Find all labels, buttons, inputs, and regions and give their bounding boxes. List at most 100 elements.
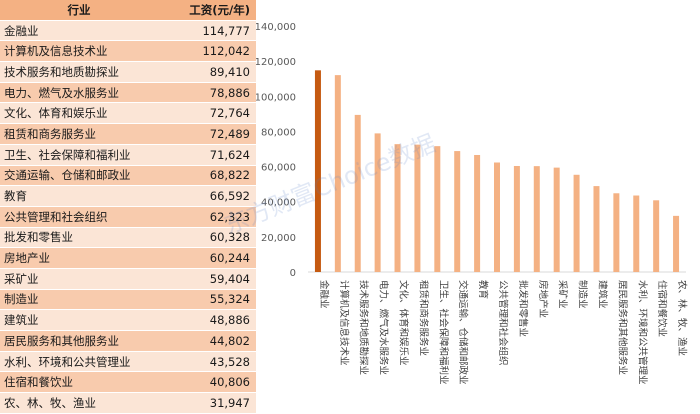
wage-cell: 78,886 bbox=[158, 82, 256, 104]
industry-cell: 计算机及信息技术业 bbox=[0, 40, 158, 63]
bar bbox=[553, 167, 560, 272]
wage-cell: 68,822 bbox=[158, 165, 256, 187]
bar bbox=[334, 75, 341, 273]
bar bbox=[434, 146, 441, 272]
x-tick-label: 房地产业 bbox=[537, 280, 549, 318]
x-tick-label: 制造业 bbox=[577, 280, 589, 309]
industry-column-header: 行业 bbox=[0, 0, 158, 21]
x-tick-label: 租赁和商务服务业 bbox=[417, 280, 429, 356]
wage-column-header: 工资(元/年) bbox=[158, 0, 256, 21]
wage-cell: 59,404 bbox=[158, 268, 256, 290]
table-row: 教育 66,592 bbox=[0, 185, 256, 207]
industry-cell: 卫生、社会保障和福利业 bbox=[0, 144, 158, 166]
wage-cell: 114,777 bbox=[158, 20, 256, 42]
industry-cell: 金融业 bbox=[0, 20, 158, 42]
bar bbox=[673, 215, 680, 272]
table-row: 电力、燃气及水服务业 78,886 bbox=[0, 82, 256, 104]
wage-cell: 62,323 bbox=[158, 206, 256, 228]
table-row: 卫生、社会保障和福利业 71,624 bbox=[0, 144, 256, 166]
x-axis-labels: 金融业 计算机及信息技术业 技术服务和地质勘探业 电力、燃气及水服务业 文化、体育和娱乐… bbox=[318, 280, 688, 385]
x-tick-label: 建筑业 bbox=[596, 280, 608, 309]
bar bbox=[394, 144, 401, 272]
table-row: 交通运输、仓储和邮政业 68,822 bbox=[0, 165, 256, 187]
industry-cell: 农、林、牧、渔业 bbox=[0, 392, 158, 414]
wage-cell: 60,328 bbox=[158, 227, 256, 249]
bar bbox=[494, 162, 500, 272]
wage-cell: 112,042 bbox=[158, 40, 256, 63]
wage-cell: 44,802 bbox=[158, 330, 256, 352]
industry-cell: 技术服务和地质勘探业 bbox=[0, 61, 158, 83]
industry-cell: 租赁和商务服务业 bbox=[0, 123, 158, 145]
bar bbox=[474, 154, 481, 272]
bar bbox=[613, 193, 620, 272]
y-tick-label: 60,000 bbox=[261, 163, 296, 174]
table-header-row: 行业 工资(元/年) bbox=[0, 0, 256, 21]
bar bbox=[454, 151, 461, 272]
x-tick-label: 电力、燃气及水服务业 bbox=[378, 280, 390, 375]
industry-cell: 建筑业 bbox=[0, 309, 158, 331]
industry-cell: 住宿和餐饮业 bbox=[0, 371, 158, 394]
y-axis: 0 20,000 40,000 60,000 80,000 100,000 120,000 1… bbox=[256, 22, 296, 279]
industry-cell: 交通运输、仓储和邮政业 bbox=[0, 165, 158, 187]
wage-cell: 71,624 bbox=[158, 144, 256, 166]
table-row: 采矿业 59,404 bbox=[0, 268, 256, 290]
industry-cell: 居民服务和其他服务业 bbox=[0, 330, 158, 352]
x-tick-label: 卫生、社会保障和福利业 bbox=[437, 280, 449, 385]
wage-cell: 43,528 bbox=[158, 351, 256, 373]
wage-cell: 55,324 bbox=[158, 289, 256, 311]
table-row: 租赁和商务服务业 72,489 bbox=[0, 123, 256, 145]
x-tick-label: 技术服务和地质勘探业 bbox=[358, 280, 370, 375]
y-tick-label: 140,000 bbox=[256, 22, 296, 33]
industry-cell: 公共管理和社会组织 bbox=[0, 206, 158, 228]
bar bbox=[354, 114, 361, 272]
wage-cell: 40,806 bbox=[158, 371, 256, 394]
x-tick-label: 住宿和餐饮业 bbox=[656, 280, 668, 337]
wage-table: 行业 工资(元/年) 金融业 114,777 计算机及信息技术业 112,042 技术服… bbox=[0, 0, 256, 414]
table-row: 制造业 55,324 bbox=[0, 289, 256, 311]
bar bbox=[633, 195, 640, 272]
industry-cell: 批发和零售业 bbox=[0, 227, 158, 249]
x-tick-label: 水利、环境和公共管理业 bbox=[636, 280, 648, 385]
wage-cell: 66,592 bbox=[158, 185, 256, 207]
industry-cell: 电力、燃气及水服务业 bbox=[0, 82, 158, 104]
y-tick-label: 0 bbox=[290, 268, 296, 279]
x-tick-label: 文化、体育和娱乐业 bbox=[398, 280, 410, 366]
bar bbox=[374, 133, 381, 272]
table-row: 房地产业 60,244 bbox=[0, 247, 256, 269]
bars bbox=[314, 70, 680, 273]
x-tick-label: 计算机及信息技术业 bbox=[338, 280, 350, 366]
y-tick-label: 80,000 bbox=[261, 127, 296, 138]
x-tick-label: 采矿业 bbox=[557, 280, 569, 309]
bar bbox=[593, 186, 600, 272]
bar bbox=[653, 200, 660, 272]
wage-cell: 89,410 bbox=[158, 61, 256, 83]
table-row: 公共管理和社会组织 62,323 bbox=[0, 206, 256, 228]
table-row: 居民服务和其他服务业 44,802 bbox=[0, 330, 256, 352]
industry-cell: 采矿业 bbox=[0, 268, 158, 290]
x-tick-label: 金融业 bbox=[318, 280, 330, 309]
wage-cell: 31,947 bbox=[158, 392, 256, 414]
wage-bar-chart: 0 20,000 40,000 60,000 80,000 100,000 120,000 1… bbox=[256, 22, 688, 385]
wage-cell: 72,489 bbox=[158, 123, 256, 145]
x-tick-label: 居民服务和其他服务业 bbox=[616, 280, 628, 375]
y-tick-label: 40,000 bbox=[261, 198, 296, 209]
y-tick-label: 20,000 bbox=[261, 233, 296, 244]
table-row: 住宿和餐饮业 40,806 bbox=[0, 371, 256, 394]
x-tick-label: 批发和零售业 bbox=[517, 280, 529, 337]
y-tick-label: 120,000 bbox=[256, 57, 296, 68]
wage-cell: 60,244 bbox=[158, 247, 256, 269]
x-tick-label: 交通运输、仓储和邮政业 bbox=[457, 280, 469, 385]
bar bbox=[314, 70, 321, 273]
industry-cell: 水利、环境和公共管理业 bbox=[0, 351, 158, 373]
industry-cell: 房地产业 bbox=[0, 247, 158, 269]
y-tick-label: 100,000 bbox=[256, 92, 296, 103]
table-row: 技术服务和地质勘探业 89,410 bbox=[0, 61, 256, 83]
bar bbox=[573, 174, 580, 272]
table-row: 批发和零售业 60,328 bbox=[0, 227, 256, 249]
wage-table-body: 金融业 114,777 计算机及信息技术业 112,042 技术服务和地质勘探业 89,4… bbox=[0, 20, 256, 414]
table-row: 建筑业 48,886 bbox=[0, 309, 256, 331]
bar bbox=[513, 165, 520, 272]
bar bbox=[533, 166, 540, 272]
industry-cell: 文化、体育和娱乐业 bbox=[0, 102, 158, 125]
table-row: 水利、环境和公共管理业 43,528 bbox=[0, 351, 256, 373]
